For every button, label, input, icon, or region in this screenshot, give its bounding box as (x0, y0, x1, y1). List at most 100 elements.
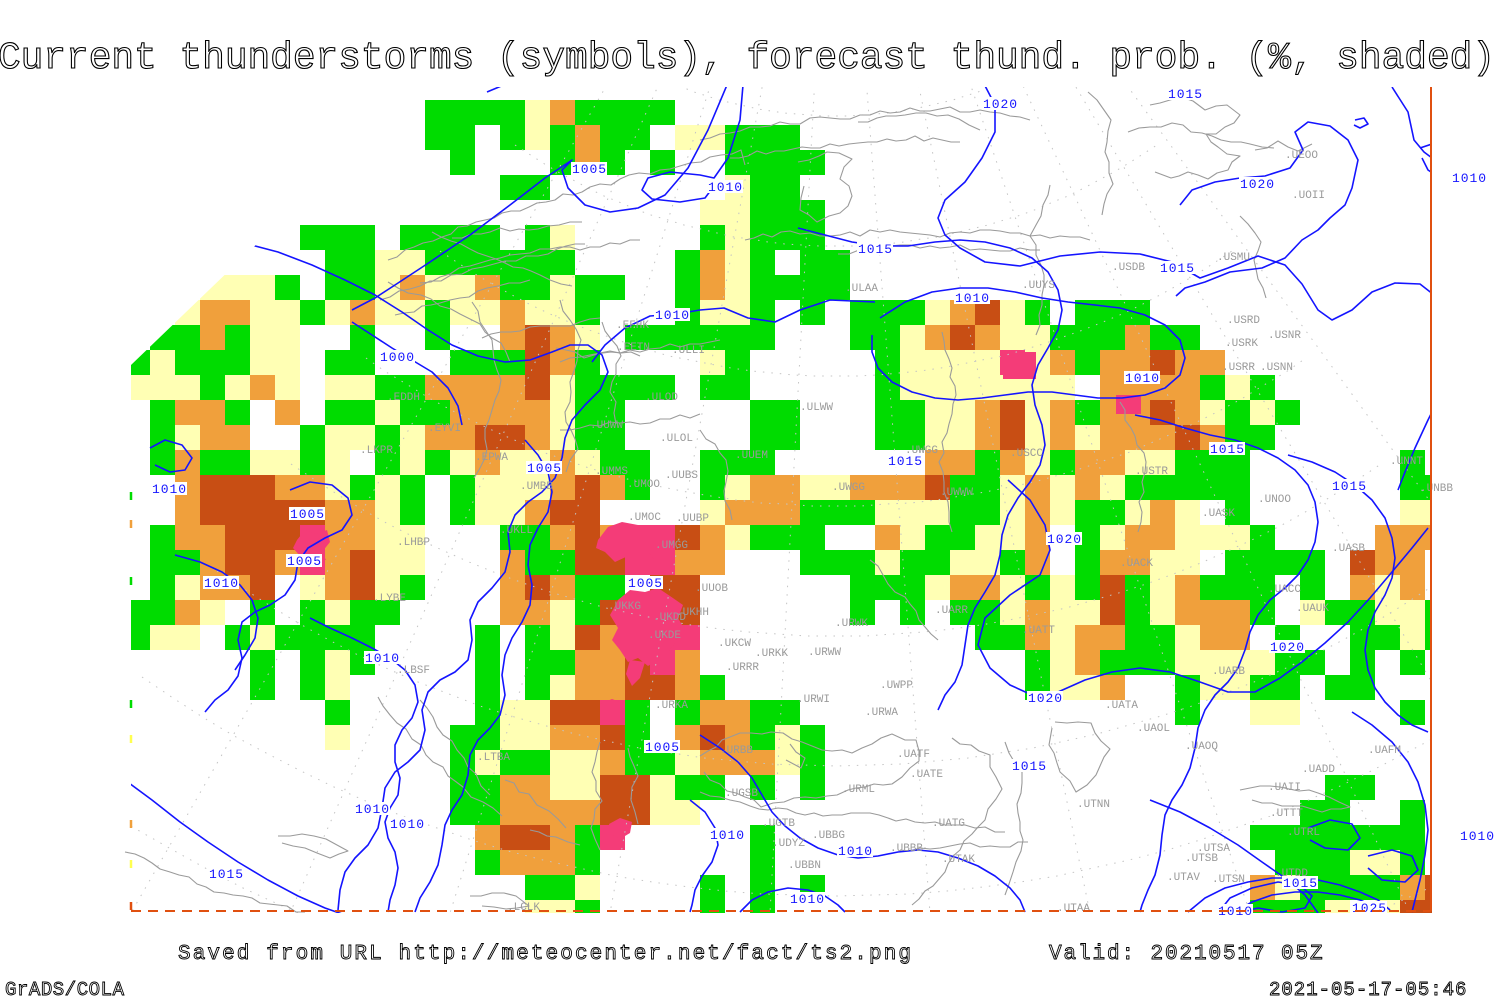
svg-text:.UAUK: .UAUK (1296, 603, 1329, 615)
svg-text:1010: 1010 (1125, 371, 1159, 386)
svg-text:.EDDH: .EDDH (387, 392, 420, 404)
svg-text:.UMMS: .UMMS (595, 466, 628, 478)
svg-text:1010: 1010 (955, 291, 989, 306)
svg-text:.USDB: .USDB (1112, 262, 1145, 274)
svg-text:.UAOL: .UAOL (1137, 723, 1170, 735)
svg-text:.URWA: .URWA (865, 707, 898, 719)
svg-text:.USRD: .USRD (1227, 315, 1260, 327)
svg-text:.UTRL: .UTRL (1287, 827, 1320, 839)
svg-text:1015: 1015 (888, 454, 922, 469)
svg-text:.UKDE: .UKDE (648, 630, 681, 642)
svg-text:.UACK: .UACK (1120, 558, 1153, 570)
svg-text:.UKLL: .UKLL (500, 525, 533, 537)
svg-text:.UGTB: .UGTB (762, 818, 795, 830)
svg-text:.UTTT: .UTTT (1270, 808, 1303, 820)
svg-text:1010: 1010 (365, 651, 399, 666)
svg-text:.USCC: .USCC (1010, 448, 1043, 460)
svg-text:.URML: .URML (842, 784, 875, 796)
svg-text:.UATA: .UATA (1105, 700, 1138, 712)
svg-text:1010: 1010 (710, 828, 744, 843)
svg-text:.UGSB: .UGSB (725, 788, 758, 800)
svg-text:.URKK: .URKK (755, 648, 788, 660)
svg-text:1020: 1020 (983, 97, 1017, 112)
svg-text:1010: 1010 (204, 576, 238, 591)
svg-text:.URWW: .URWW (808, 647, 841, 659)
svg-text:.UBBN: .UBBN (788, 860, 821, 872)
svg-text:.UARR: .UARR (935, 605, 968, 617)
svg-text:.UMGG: .UMGG (655, 540, 688, 552)
svg-text:.UADD: .UADD (1302, 764, 1335, 776)
svg-text:.UARB: .UARB (1212, 666, 1245, 678)
svg-text:1025: 1025 (1352, 901, 1386, 916)
svg-text:.EETN: .EETN (617, 342, 650, 354)
svg-text:.UKHH: .UKHH (676, 607, 709, 619)
svg-text:1000: 1000 (380, 350, 414, 365)
svg-text:1010: 1010 (1452, 171, 1486, 186)
svg-text:.UKKG: .UKKG (608, 601, 641, 613)
svg-text:1015: 1015 (1160, 261, 1194, 276)
svg-text:.URWI: .URWI (797, 694, 830, 706)
svg-text:.UTSB: .UTSB (1185, 853, 1218, 865)
svg-text:.UTAA: .UTAA (1057, 903, 1090, 915)
svg-text:.UACC: .UACC (1268, 584, 1301, 596)
svg-text:1015: 1015 (1332, 479, 1366, 494)
svg-text:.EPWA: .EPWA (475, 452, 508, 464)
svg-text:.UKCW: .UKCW (718, 638, 751, 650)
svg-text:1015: 1015 (1168, 87, 1202, 102)
svg-text:.UATF: .UATF (897, 749, 930, 761)
svg-text:1020: 1020 (1047, 532, 1081, 547)
svg-text:.UMOC: .UMOC (628, 512, 661, 524)
svg-text:.UASK: .UASK (1202, 508, 1235, 520)
svg-text:.UBBB: .UBBB (890, 843, 923, 855)
svg-text:1010: 1010 (790, 892, 824, 907)
svg-text:1010: 1010 (708, 180, 742, 195)
svg-text:1010: 1010 (390, 817, 424, 832)
svg-text:1020: 1020 (1270, 640, 1304, 655)
svg-text:.UTSA: .UTSA (1197, 843, 1230, 855)
svg-text:.UWGG: .UWGG (905, 445, 938, 457)
svg-text:.UEOO: .UEOO (1285, 150, 1318, 162)
svg-text:.EFHK: .EFHK (616, 320, 649, 332)
svg-text:.UUOB: .UUOB (695, 583, 728, 595)
svg-text:.LHBP: .LHBP (397, 537, 430, 549)
svg-text:.LBSF: .LBSF (397, 665, 430, 677)
svg-text:1010: 1010 (1218, 904, 1252, 919)
svg-text:.USNR: .USNR (1268, 330, 1301, 342)
svg-text:.UWPP: .UWPP (880, 680, 913, 692)
svg-text:.UUYS: .UUYS (1022, 280, 1055, 292)
svg-text:.UNNT: .UNNT (1390, 456, 1423, 468)
svg-text:.LKPR: .LKPR (360, 445, 393, 457)
svg-text:.UNBB: .UNBB (1420, 483, 1453, 495)
svg-text:1020: 1020 (1028, 691, 1062, 706)
svg-text:.ULOD: .ULOD (645, 392, 678, 404)
svg-text:1005: 1005 (572, 162, 606, 177)
svg-text:1010: 1010 (838, 844, 872, 859)
svg-text:1005: 1005 (628, 576, 662, 591)
svg-text:1020: 1020 (1240, 177, 1274, 192)
svg-text:1010: 1010 (355, 802, 389, 817)
svg-text:.UTSN: .UTSN (1212, 874, 1245, 886)
svg-text:.LYBE: .LYBE (373, 593, 406, 605)
svg-text:.UBBG: .UBBG (812, 830, 845, 842)
svg-text:.UWWW: .UWWW (940, 487, 973, 499)
svg-text:.ULAA: .ULAA (845, 283, 878, 295)
svg-text:.LCLK: .LCLK (507, 902, 540, 914)
svg-text:.UNOO: .UNOO (1258, 494, 1291, 506)
svg-text:1015: 1015 (1210, 442, 1244, 457)
svg-text:1015: 1015 (858, 242, 892, 257)
svg-text:.UUBS: .UUBS (665, 470, 698, 482)
svg-text:1015: 1015 (209, 867, 243, 882)
svg-text:1015: 1015 (1012, 759, 1046, 774)
svg-text:.UATE: .UATE (910, 769, 943, 781)
svg-text:.UTAK: .UTAK (942, 854, 975, 866)
svg-text:.UTDD: .UTDD (1275, 868, 1308, 880)
svg-text:.LTBA: .LTBA (477, 752, 510, 764)
svg-text:.URBB: .URBB (720, 745, 753, 757)
svg-text:.UDYZ: .UDYZ (772, 838, 805, 850)
svg-text:.UTAV: .UTAV (1167, 872, 1200, 884)
svg-text:.UOII: .UOII (1292, 190, 1325, 202)
svg-text:.UWGG: .UWGG (832, 482, 865, 494)
svg-text:.ULOL: .ULOL (660, 433, 693, 445)
svg-text:.USRR: .USRR (1222, 362, 1255, 374)
svg-text:.UMBB: .UMBB (520, 481, 553, 493)
